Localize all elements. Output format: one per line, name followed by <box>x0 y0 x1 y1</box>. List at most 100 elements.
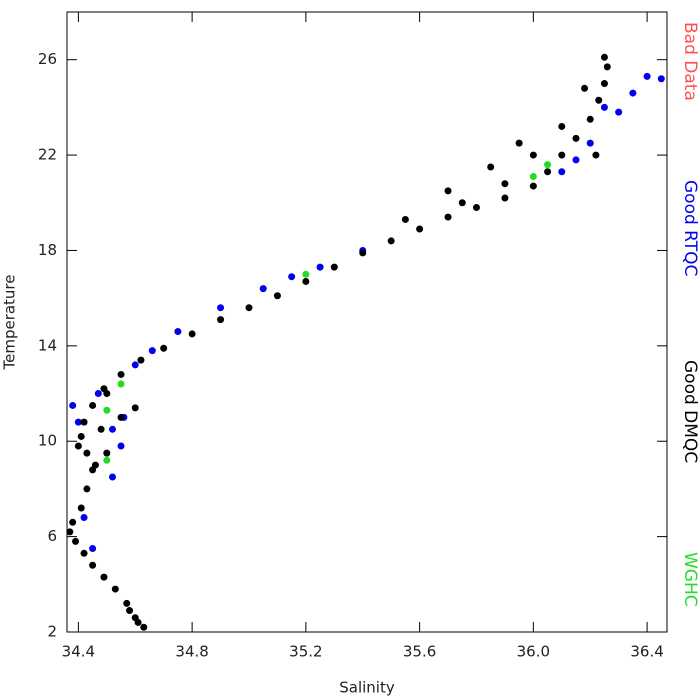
point <box>77 504 85 512</box>
point <box>80 514 88 522</box>
point <box>103 456 111 464</box>
point <box>600 80 608 88</box>
point <box>330 263 338 271</box>
point <box>472 204 480 212</box>
point <box>117 413 125 421</box>
point <box>302 277 310 285</box>
legend-label: WGHC <box>680 552 700 607</box>
point <box>259 285 267 293</box>
point <box>117 380 125 388</box>
point <box>603 63 611 71</box>
point <box>103 406 111 414</box>
point <box>515 139 523 147</box>
point <box>80 418 88 426</box>
point <box>89 401 97 409</box>
point <box>316 263 324 271</box>
point <box>458 199 466 207</box>
point <box>74 418 82 426</box>
point <box>131 361 139 369</box>
y-tick-label: 14 <box>38 336 57 354</box>
point <box>148 347 156 355</box>
point <box>558 151 566 159</box>
x-tick-label: 36.4 <box>630 643 663 661</box>
point <box>529 173 537 181</box>
y-tick-label: 6 <box>47 527 57 545</box>
point <box>80 549 88 557</box>
y-axis-title: Temperature <box>1 274 19 370</box>
point <box>117 370 125 378</box>
point <box>586 115 594 123</box>
point <box>600 53 608 61</box>
point <box>444 187 452 195</box>
point <box>217 304 225 312</box>
point <box>126 607 134 615</box>
point <box>501 194 509 202</box>
x-tick-label: 35.6 <box>403 643 436 661</box>
point <box>72 537 80 545</box>
point <box>103 449 111 457</box>
point <box>77 432 85 440</box>
point <box>416 225 424 233</box>
point <box>97 425 105 433</box>
point <box>529 151 537 159</box>
x-axis-title: Salinity <box>339 679 395 697</box>
y-tick-label: 22 <box>38 146 57 164</box>
point <box>245 304 253 312</box>
point <box>529 182 537 190</box>
y-tick-label: 2 <box>47 623 57 641</box>
point <box>108 473 116 481</box>
point <box>657 75 665 83</box>
point <box>111 585 119 593</box>
x-tick-label: 35.2 <box>289 643 322 661</box>
legend-label: Good RTQC <box>680 180 700 276</box>
point <box>100 573 108 581</box>
x-tick-label: 36.0 <box>517 643 550 661</box>
point <box>137 356 145 364</box>
y-tick-label: 26 <box>38 50 57 68</box>
point <box>544 161 552 169</box>
point <box>94 390 102 398</box>
point <box>572 156 580 164</box>
point <box>160 344 168 352</box>
point <box>69 518 77 526</box>
point <box>66 528 74 536</box>
point <box>544 168 552 176</box>
point <box>359 249 367 257</box>
legend-label: Bad Data <box>680 22 700 101</box>
point <box>123 599 131 607</box>
x-tick-label: 34.4 <box>62 643 95 661</box>
plot-frame <box>66 11 668 633</box>
point <box>83 485 91 493</box>
x-tick-label: 34.8 <box>175 643 208 661</box>
point <box>444 213 452 221</box>
y-tick-label: 18 <box>38 241 57 259</box>
point <box>89 545 97 553</box>
point <box>387 237 395 245</box>
point <box>103 390 111 398</box>
point <box>131 404 139 412</box>
y-tick-label: 10 <box>38 432 57 450</box>
point <box>117 442 125 450</box>
point <box>273 292 281 300</box>
point <box>592 151 600 159</box>
point <box>91 461 99 469</box>
point <box>401 215 409 223</box>
point <box>586 139 594 147</box>
point <box>174 328 182 336</box>
point <box>600 103 608 111</box>
point <box>558 168 566 176</box>
point <box>69 401 77 409</box>
point <box>134 618 142 626</box>
point <box>302 270 310 278</box>
point <box>217 316 225 324</box>
point <box>572 134 580 142</box>
point <box>629 89 637 97</box>
point <box>188 330 196 338</box>
point <box>558 122 566 130</box>
point <box>615 108 623 116</box>
point <box>487 163 495 171</box>
point <box>595 96 603 104</box>
point <box>83 449 91 457</box>
point <box>581 84 589 92</box>
legend-label: Good DMQC <box>680 360 700 463</box>
